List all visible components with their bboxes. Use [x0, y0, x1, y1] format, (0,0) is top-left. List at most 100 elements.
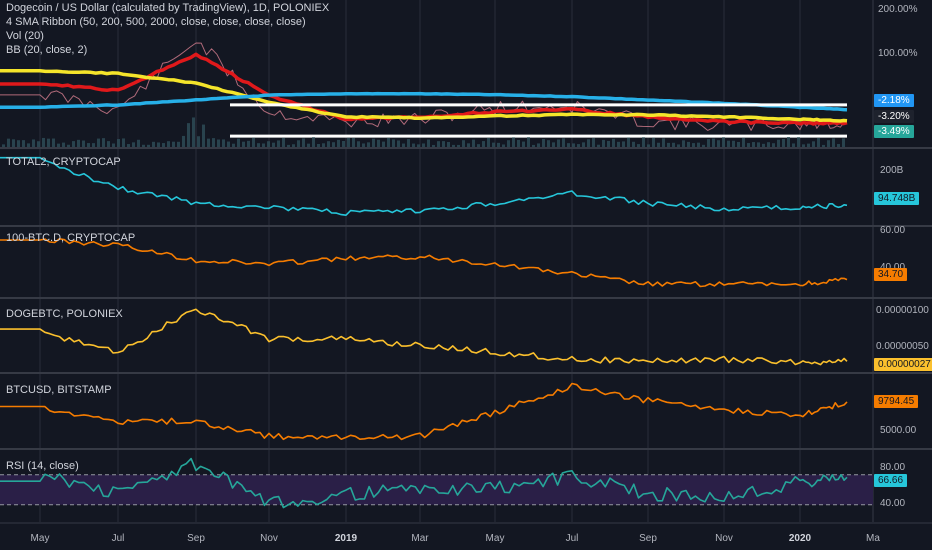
x-label-9: Nov — [715, 533, 733, 544]
volume-bar — [12, 139, 15, 147]
volume-bar — [127, 144, 130, 147]
volume-bar — [342, 140, 345, 147]
axis-tick-rsi-0: 80.00 — [880, 462, 906, 473]
volume-bar — [237, 138, 240, 147]
bollinger-legend[interactable]: BB (20, close, 2) — [6, 44, 88, 56]
volume-bar — [512, 137, 515, 147]
volume-legend[interactable]: Vol (20) — [6, 30, 44, 42]
volume-bar — [327, 141, 330, 147]
volume-bar — [282, 137, 285, 147]
volume-bar — [672, 142, 675, 147]
volume-bar — [197, 136, 200, 147]
total2-pane — [0, 156, 848, 216]
volume-bar — [207, 138, 210, 147]
series-line — [0, 156, 848, 216]
volume-bar — [217, 139, 220, 147]
volume-bar — [587, 139, 590, 147]
volume-bar — [457, 144, 460, 147]
sma-ribbon-legend[interactable]: 4 SMA Ribbon (50, 200, 500, 2000, close,… — [6, 16, 306, 28]
volume-bar — [532, 144, 535, 147]
symbol-title: Dogecoin / US Dollar (calculated by Trad… — [6, 2, 330, 14]
volume-bar — [187, 123, 190, 147]
pane-title-btcd: 100-BTC.D, CRYPTOCAP — [6, 232, 136, 244]
volume-bar — [287, 144, 290, 147]
volume-bar — [617, 141, 620, 147]
grid — [39, 0, 801, 522]
axis-tick-btcd-0: 60.00 — [880, 225, 906, 236]
volume-bar — [562, 138, 565, 147]
volume-bar — [272, 142, 275, 147]
volume-bar — [757, 142, 760, 147]
tag-main-2: -3.49% — [874, 125, 914, 138]
volume-bar — [387, 137, 390, 147]
volume-bar — [442, 141, 445, 147]
volume-bar — [782, 138, 785, 147]
volume-bar — [112, 143, 115, 147]
volume-bar — [662, 138, 665, 147]
volume-bar — [467, 143, 470, 147]
volume-bar — [497, 142, 500, 147]
tag-dogebtc: 0.00000027 — [874, 358, 932, 371]
tag-rsi: 66.66 — [874, 474, 908, 487]
volume-bar — [597, 144, 600, 147]
volume-bar — [312, 137, 315, 147]
volume-bar — [357, 141, 360, 147]
axis-tick-btcusd-0: 5000.00 — [880, 425, 917, 436]
volume-bar — [772, 143, 775, 147]
x-label-2: Sep — [187, 533, 205, 544]
volume-bar — [557, 139, 560, 147]
tag-total2: 94.748B — [874, 192, 920, 205]
pane-separators — [0, 0, 932, 524]
volume-bar — [787, 137, 790, 147]
volume-bar — [417, 144, 420, 147]
volume-bar — [522, 141, 525, 147]
volume-bar — [502, 144, 505, 147]
volume-bar — [632, 141, 635, 147]
volume-bar — [307, 143, 310, 147]
volume-bar — [482, 141, 485, 147]
volume-bar — [712, 138, 715, 147]
volume-bar — [722, 137, 725, 147]
volume-bar — [332, 142, 335, 147]
volume-bar — [412, 143, 415, 147]
volume-bar — [657, 142, 660, 147]
volume-bar — [367, 142, 370, 147]
volume-bar — [7, 138, 10, 147]
volume-bar — [297, 140, 300, 147]
tag-btcusd: 9794.45 — [874, 395, 919, 408]
volume-bar — [247, 140, 250, 147]
volume-bar — [322, 143, 325, 147]
volume-bar — [97, 138, 100, 147]
volume-bar — [767, 142, 770, 147]
volume-bar — [362, 143, 365, 147]
volume-bar — [177, 141, 180, 147]
volume-bar — [477, 144, 480, 147]
volume-bar — [507, 140, 510, 147]
volume-bar — [152, 141, 155, 147]
volume-bar — [382, 141, 385, 147]
volume-bar — [72, 141, 75, 147]
series-line — [0, 238, 848, 288]
volume-bar — [212, 138, 215, 147]
volume-bar — [2, 144, 5, 147]
volume-bar — [637, 144, 640, 147]
dogebtc-pane — [0, 308, 848, 366]
volume-bar — [142, 144, 145, 147]
volume-bar — [87, 143, 90, 147]
volume-bar — [827, 140, 830, 147]
volume-bar — [677, 144, 680, 147]
volume-bar — [707, 139, 710, 147]
volume-bar — [702, 144, 705, 147]
volume-bar — [192, 117, 195, 147]
volume-bar — [167, 141, 170, 147]
x-label-10: 2020 — [788, 533, 812, 544]
volume-bar — [407, 139, 410, 147]
volume-bar — [102, 138, 105, 147]
volume-bar — [82, 140, 85, 147]
volume-bar — [392, 139, 395, 147]
x-label-6: May — [485, 533, 505, 544]
volume-bar — [487, 137, 490, 147]
volume-bar — [682, 140, 685, 147]
pane-title-dogebtc: DOGEBTC, POLONIEX — [6, 308, 123, 320]
